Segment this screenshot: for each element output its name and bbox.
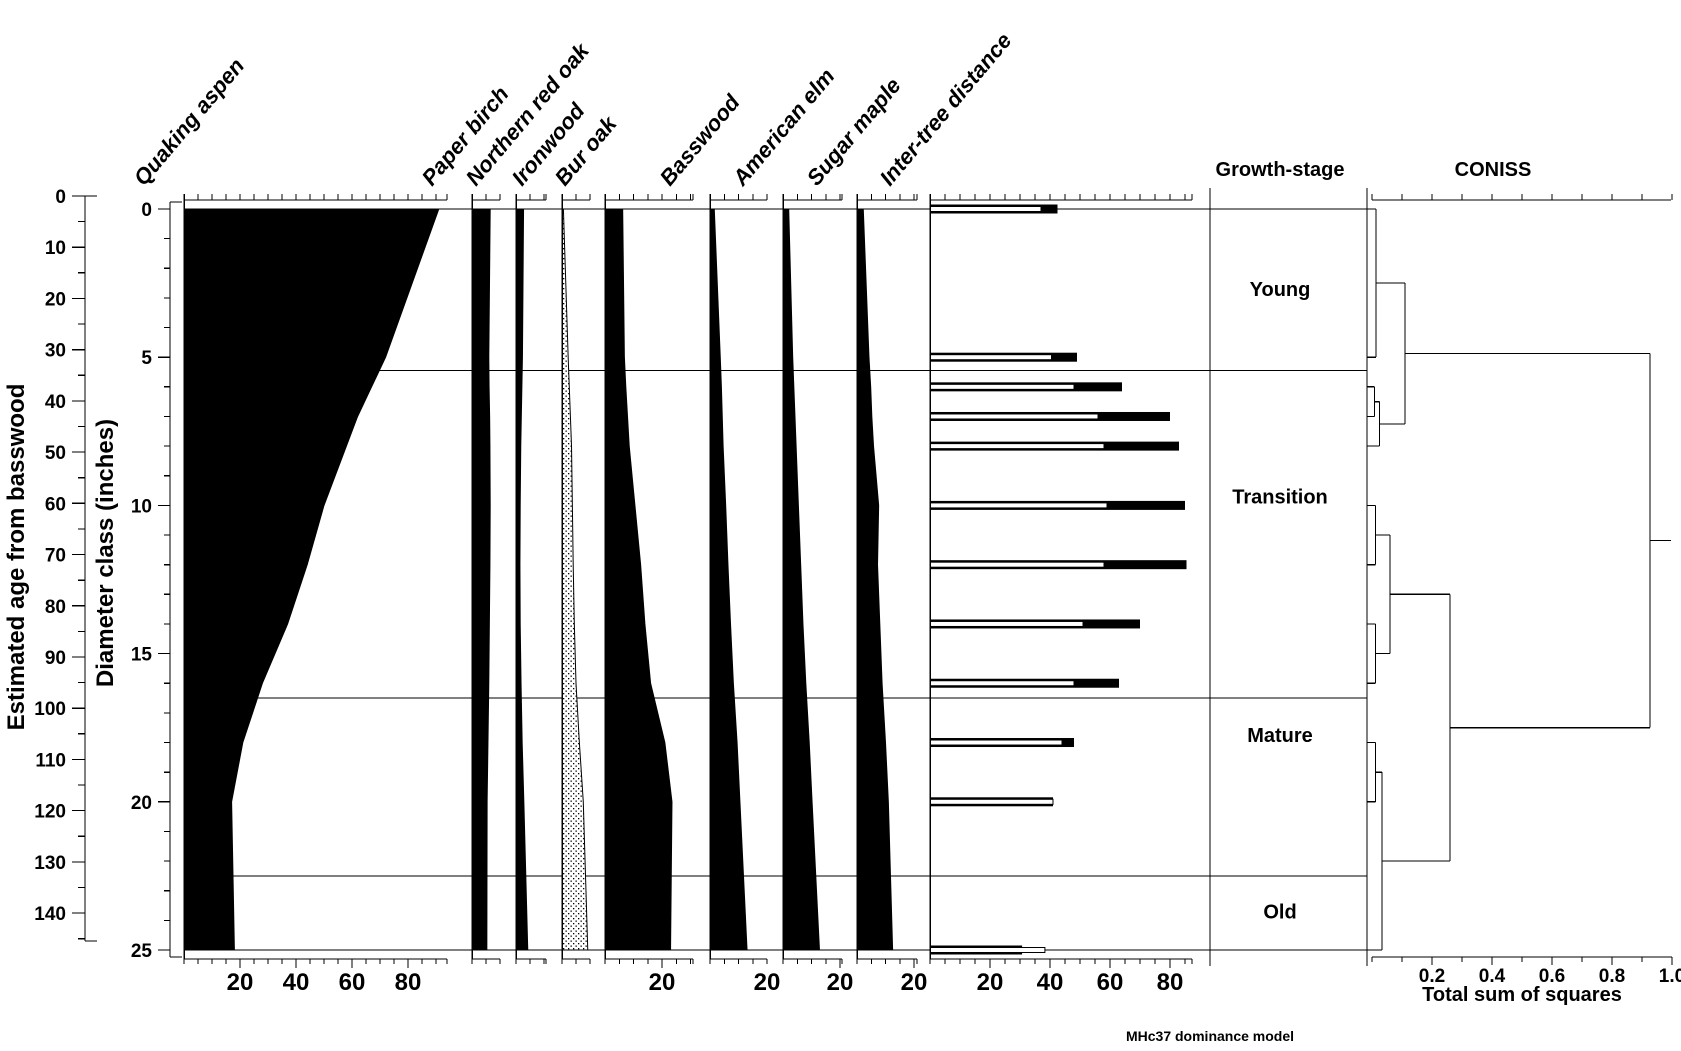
intertree-bar-white xyxy=(929,739,1063,746)
age-tick-label: 120 xyxy=(34,802,66,823)
intertree-bar-white xyxy=(929,354,1052,361)
coniss-tick-label: 0.2 xyxy=(1419,966,1445,987)
species-label-quaking_aspen: Quaking aspen xyxy=(129,53,250,190)
panel-intertree xyxy=(929,204,1187,955)
axis-scale-label: 20 xyxy=(227,969,254,996)
intertree-bar-white xyxy=(929,413,1099,420)
diameter-tick-label: 20 xyxy=(131,793,152,814)
intertree-bar-white xyxy=(929,502,1108,509)
intertree-bar-white xyxy=(929,561,1105,568)
panel-sugar_maple xyxy=(856,208,894,951)
diameter-tick-label: 0 xyxy=(141,200,152,221)
axis-scale-label: 80 xyxy=(395,969,422,996)
silhouette-basswood xyxy=(709,208,748,951)
intertree-bar-white xyxy=(929,383,1075,390)
age-tick-label: 110 xyxy=(35,750,66,771)
age-tick-label: 140 xyxy=(34,904,66,925)
intertree-bar-white xyxy=(929,443,1105,450)
coniss-axis-title: Total sum of squares xyxy=(1422,984,1622,1006)
panel-ironwood xyxy=(561,208,589,951)
zone-label-mature: Mature xyxy=(1247,725,1313,747)
intertree-bar-white xyxy=(929,206,1042,212)
silhouette-northern_red_oak xyxy=(515,208,529,951)
diameter-tick-label: 10 xyxy=(131,496,152,517)
age-tick-label: 0 xyxy=(55,187,66,208)
coniss-header: CONISS xyxy=(1455,159,1532,181)
axis-scale-label: 60 xyxy=(1097,969,1124,996)
diameter-tick-label: 5 xyxy=(141,348,152,369)
zone-label-old: Old xyxy=(1263,901,1296,923)
age-tick-label: 130 xyxy=(34,853,66,874)
silhouette-american_elm xyxy=(782,208,821,951)
age-tick-label: 10 xyxy=(45,238,66,259)
coniss-tick-label: 0.8 xyxy=(1599,966,1625,987)
silhouette-bur_oak xyxy=(604,208,673,951)
age-tick-label: 30 xyxy=(45,341,66,362)
age-tick-label: 70 xyxy=(45,546,66,567)
silhouette-paper_birch xyxy=(471,208,491,951)
panel-bur_oak xyxy=(604,208,673,951)
age-tick-label: 20 xyxy=(45,289,66,310)
age-tick-label: 50 xyxy=(45,443,66,464)
axis-scale-label: 20 xyxy=(977,969,1004,996)
coniss-tick-label: 1.0 xyxy=(1659,966,1681,987)
intertree-bar-white xyxy=(929,947,1046,953)
age-axis-title: Estimated age from basswood xyxy=(3,384,30,731)
age-tick-label: 100 xyxy=(34,699,66,720)
axis-scale-label: 20 xyxy=(827,969,854,996)
intertree-bar-white xyxy=(929,798,1054,805)
silhouette-ironwood xyxy=(561,208,589,951)
axis-scale-label: 40 xyxy=(283,969,310,996)
coniss-dendrogram xyxy=(1367,208,1672,951)
axis-scale-label: 40 xyxy=(1037,969,1064,996)
panel-quaking_aspen xyxy=(183,208,440,951)
species-label-intertree: Inter-tree distance xyxy=(875,28,1017,190)
zone-label-transition: Transition xyxy=(1232,487,1328,509)
axis-scale-label: 20 xyxy=(649,969,676,996)
panel-basswood xyxy=(709,208,748,951)
age-tick-label: 90 xyxy=(45,648,66,669)
panel-paper_birch xyxy=(471,208,491,951)
diameter-tick-label: 15 xyxy=(131,645,153,666)
diameter-tick-label: 25 xyxy=(131,941,153,962)
age-tick-label: 80 xyxy=(45,597,66,618)
intertree-bar-white xyxy=(929,680,1075,687)
coniss-tick-label: 0.4 xyxy=(1479,966,1506,987)
intertree-bar-white xyxy=(929,620,1084,627)
diameter-axis-title: Diameter class (inches) xyxy=(92,419,119,687)
zone-label-young: Young xyxy=(1250,279,1311,301)
age-tick-label: 60 xyxy=(45,494,66,515)
silhouette-quaking_aspen xyxy=(183,208,440,951)
growthstage-header: Growth-stage xyxy=(1216,159,1345,181)
panel-northern_red_oak xyxy=(515,208,529,951)
coniss-tick-label: 0.6 xyxy=(1539,966,1565,987)
axis-scale-label: 20 xyxy=(754,969,781,996)
axis-scale-label: 20 xyxy=(901,969,928,996)
axis-scale-label: 60 xyxy=(339,969,366,996)
dominance-model-footnote: MHc37 dominance model xyxy=(1125,1028,1295,1044)
age-tick-label: 40 xyxy=(45,392,66,413)
axis-scale-label: 80 xyxy=(1157,969,1184,996)
panel-american_elm xyxy=(782,208,821,951)
silhouette-sugar_maple xyxy=(856,208,894,951)
